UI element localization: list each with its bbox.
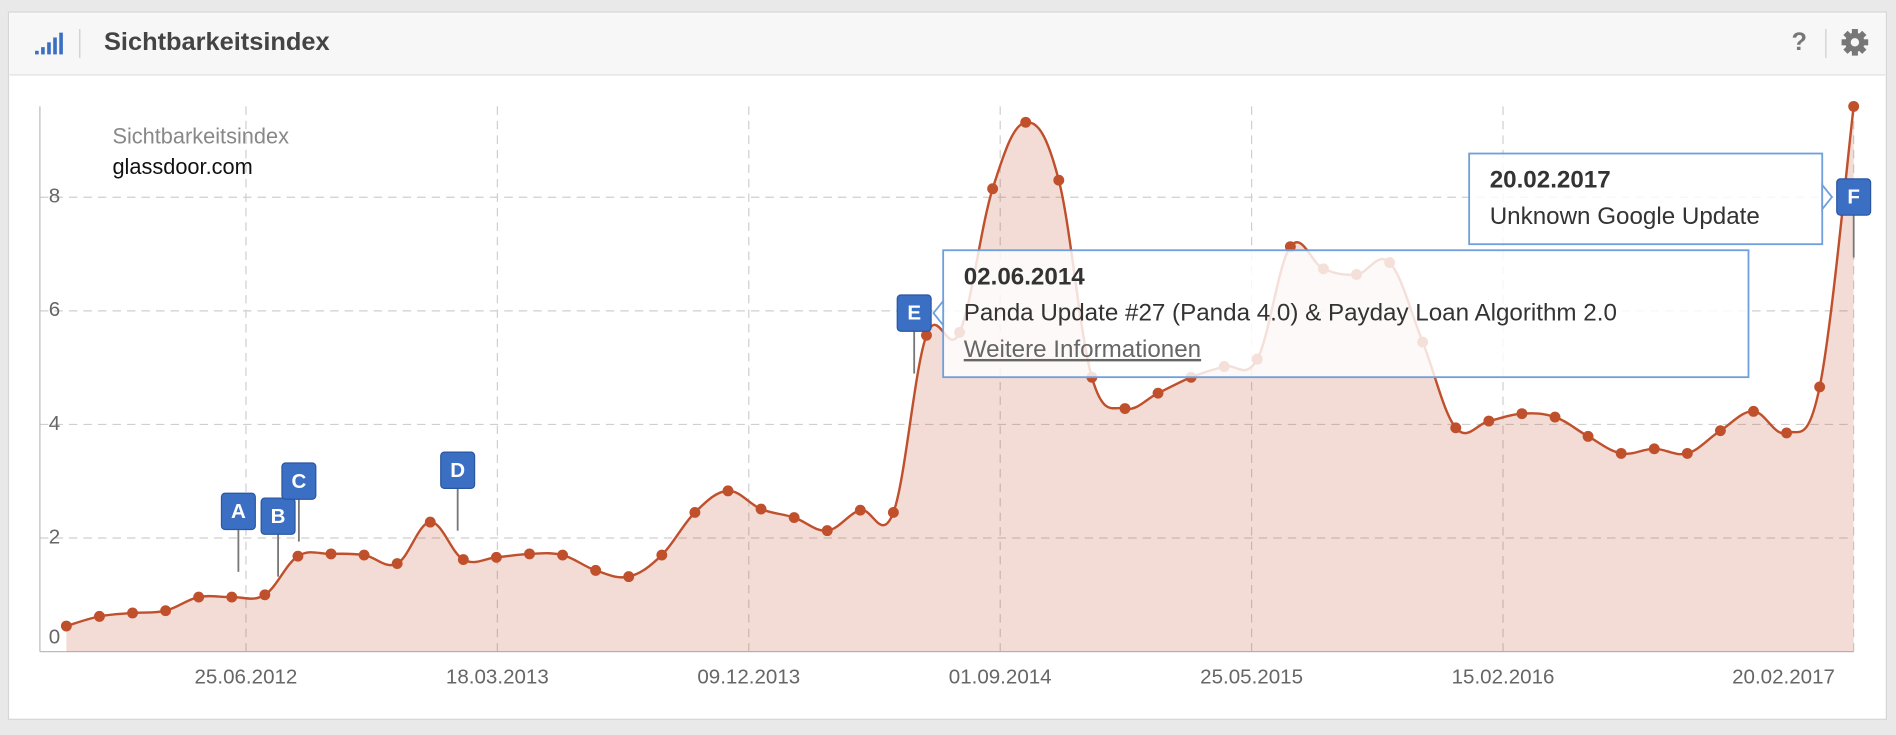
data-point bbox=[1615, 447, 1627, 459]
event-flag[interactable]: F bbox=[1836, 178, 1872, 258]
y-tick-label: 6 bbox=[49, 298, 60, 321]
data-point bbox=[1053, 174, 1065, 186]
data-point bbox=[1848, 100, 1860, 112]
tooltip-pointer bbox=[1821, 182, 1834, 212]
data-point bbox=[1483, 415, 1495, 427]
data-point bbox=[490, 551, 502, 563]
data-point bbox=[358, 549, 370, 561]
event-flag[interactable]: A bbox=[220, 492, 256, 572]
data-point bbox=[1020, 116, 1032, 128]
tooltip-text: Unknown Google Update bbox=[1490, 203, 1760, 230]
data-point bbox=[987, 183, 999, 195]
data-point bbox=[292, 550, 304, 562]
data-point bbox=[1450, 422, 1462, 434]
x-tick-label: 20.02.2017 bbox=[1732, 666, 1835, 689]
tooltip-box bbox=[1468, 152, 1824, 246]
event-box bbox=[440, 451, 476, 489]
data-point bbox=[524, 548, 535, 560]
panel-title: Sichtbarkeitsindex bbox=[104, 28, 330, 56]
data-point bbox=[259, 589, 271, 601]
y-tick-label: 4 bbox=[49, 412, 60, 435]
data-point bbox=[1648, 443, 1660, 455]
legend-title: Sichtbarkeitsindex bbox=[112, 124, 289, 149]
x-tick-label: 01.09.2014 bbox=[949, 666, 1052, 689]
data-point bbox=[722, 485, 734, 497]
help-button[interactable]: ? bbox=[1792, 28, 1808, 56]
data-point bbox=[887, 507, 899, 518]
legend-entry: glassdoor.com bbox=[112, 154, 252, 179]
data-point bbox=[1516, 408, 1528, 420]
event-tooltip: 20.02.2017 Unknown Google Update bbox=[1468, 152, 1834, 246]
data-point bbox=[1549, 411, 1561, 423]
data-point bbox=[1681, 447, 1693, 459]
area bbox=[66, 106, 1854, 652]
line bbox=[66, 106, 1855, 628]
x-tick-label: 25.05.2015 bbox=[1200, 666, 1303, 689]
tooltip-date: 02.06.2014 bbox=[964, 263, 1086, 290]
event-box bbox=[1836, 178, 1872, 216]
x-tick-label: 09.12.2013 bbox=[697, 666, 800, 689]
tooltip-pointer bbox=[932, 298, 945, 328]
data-point bbox=[1748, 405, 1759, 417]
data-point bbox=[656, 549, 668, 561]
data-point bbox=[127, 607, 138, 619]
data-point bbox=[1582, 430, 1594, 442]
data-point bbox=[226, 591, 238, 603]
data-point bbox=[1714, 425, 1726, 437]
settings-button[interactable] bbox=[1841, 29, 1869, 56]
event-box bbox=[220, 492, 256, 531]
x-tick-label: 18.03.2013 bbox=[446, 666, 549, 689]
data-point bbox=[590, 564, 602, 576]
plot-area: 0 2 4 6 8 25.06.2012 18.03.2013 09.12.2013 01.09… bbox=[39, 100, 1872, 689]
data-point bbox=[1119, 403, 1131, 414]
data-point bbox=[689, 507, 701, 518]
data-point bbox=[391, 558, 403, 569]
event-label: E bbox=[907, 302, 921, 325]
chart-icon bbox=[35, 32, 63, 55]
tooltip-date: 20.02.2017 bbox=[1490, 167, 1611, 194]
y-tick-label: 8 bbox=[49, 185, 60, 208]
y-tick-label: 2 bbox=[49, 525, 60, 548]
data-point bbox=[1152, 387, 1164, 399]
data-point bbox=[788, 512, 800, 523]
event-tooltip: 02.06.2014 Panda Update #27 (Panda 4.0) &… bbox=[932, 249, 1750, 379]
event-flag[interactable]: E bbox=[896, 294, 932, 374]
event-box bbox=[281, 462, 317, 500]
event-flag[interactable]: C bbox=[281, 462, 317, 542]
data-point bbox=[623, 571, 635, 583]
data-point bbox=[457, 554, 469, 566]
data-point bbox=[424, 516, 436, 528]
data-point bbox=[160, 605, 172, 617]
event-label: F bbox=[1847, 186, 1860, 209]
y-tick-label: 0 bbox=[49, 626, 60, 649]
data-point bbox=[94, 610, 105, 622]
event-box bbox=[260, 497, 296, 535]
data-point bbox=[755, 503, 767, 515]
event-label: B bbox=[271, 505, 286, 528]
event-label: D bbox=[450, 459, 465, 482]
event-box bbox=[896, 294, 932, 332]
tooltip-link[interactable]: Weitere Informationen bbox=[964, 336, 1201, 363]
data-point bbox=[325, 548, 337, 560]
data-point bbox=[193, 591, 205, 603]
event-label: A bbox=[231, 500, 246, 523]
x-tick-label: 25.06.2012 bbox=[195, 666, 298, 689]
tooltip-text: Panda Update #27 (Panda 4.0) & Payday Lo… bbox=[964, 300, 1617, 327]
data-point bbox=[1814, 381, 1826, 393]
data-point bbox=[557, 549, 569, 561]
data-point bbox=[921, 329, 932, 341]
data-point bbox=[1781, 427, 1793, 439]
event-flag[interactable]: D bbox=[440, 451, 476, 531]
event-label: C bbox=[291, 470, 306, 493]
x-tick-label: 15.02.2016 bbox=[1452, 666, 1555, 689]
panel-header bbox=[9, 13, 1886, 75]
data-point bbox=[821, 525, 833, 537]
event-flag[interactable]: B bbox=[260, 497, 296, 577]
data-point bbox=[854, 504, 866, 516]
data-point bbox=[60, 620, 72, 632]
